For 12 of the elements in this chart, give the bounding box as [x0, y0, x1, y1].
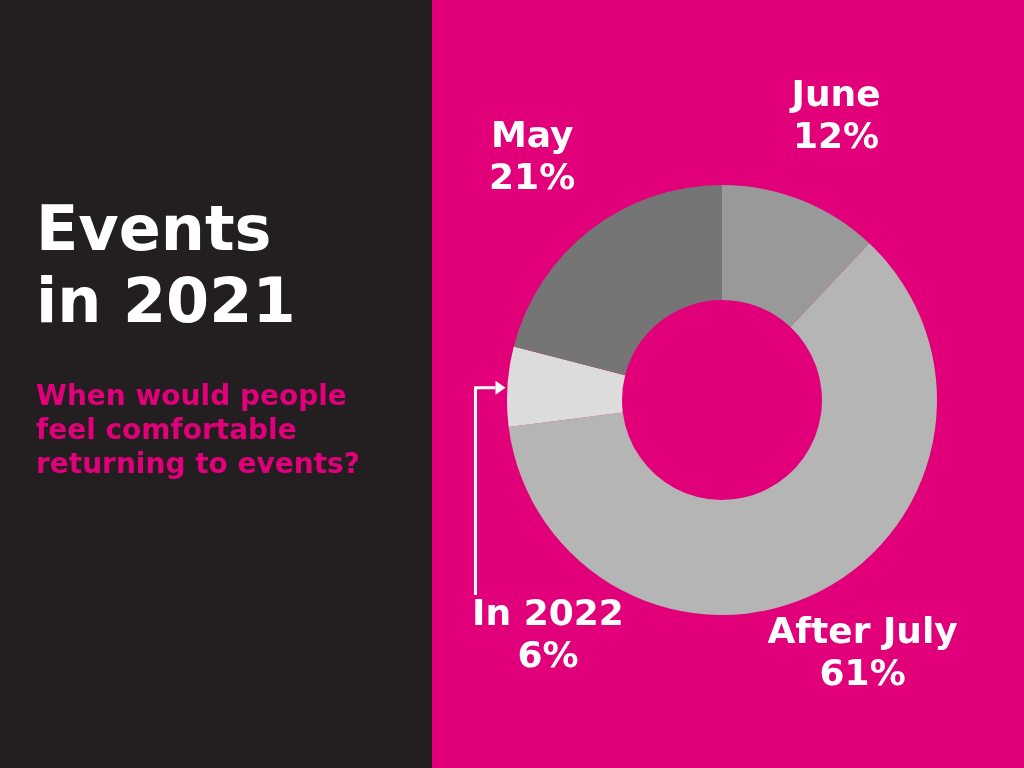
- slice-label: May: [490, 113, 574, 155]
- text: When would people feel comfortable returning to events?: [36, 379, 361, 480]
- donut-slice: [507, 346, 626, 427]
- slice-label: June: [788, 72, 881, 114]
- data-label: 6%: [517, 634, 579, 675]
- donut-slice: [722, 185, 870, 328]
- data-label: 21%: [489, 155, 576, 197]
- slice-label: In 2022: [472, 592, 624, 633]
- data-label: 61%: [819, 651, 906, 693]
- slice-label: After July: [767, 609, 958, 651]
- text: Events in 2021: [36, 192, 296, 337]
- data-label: 12%: [792, 114, 880, 156]
